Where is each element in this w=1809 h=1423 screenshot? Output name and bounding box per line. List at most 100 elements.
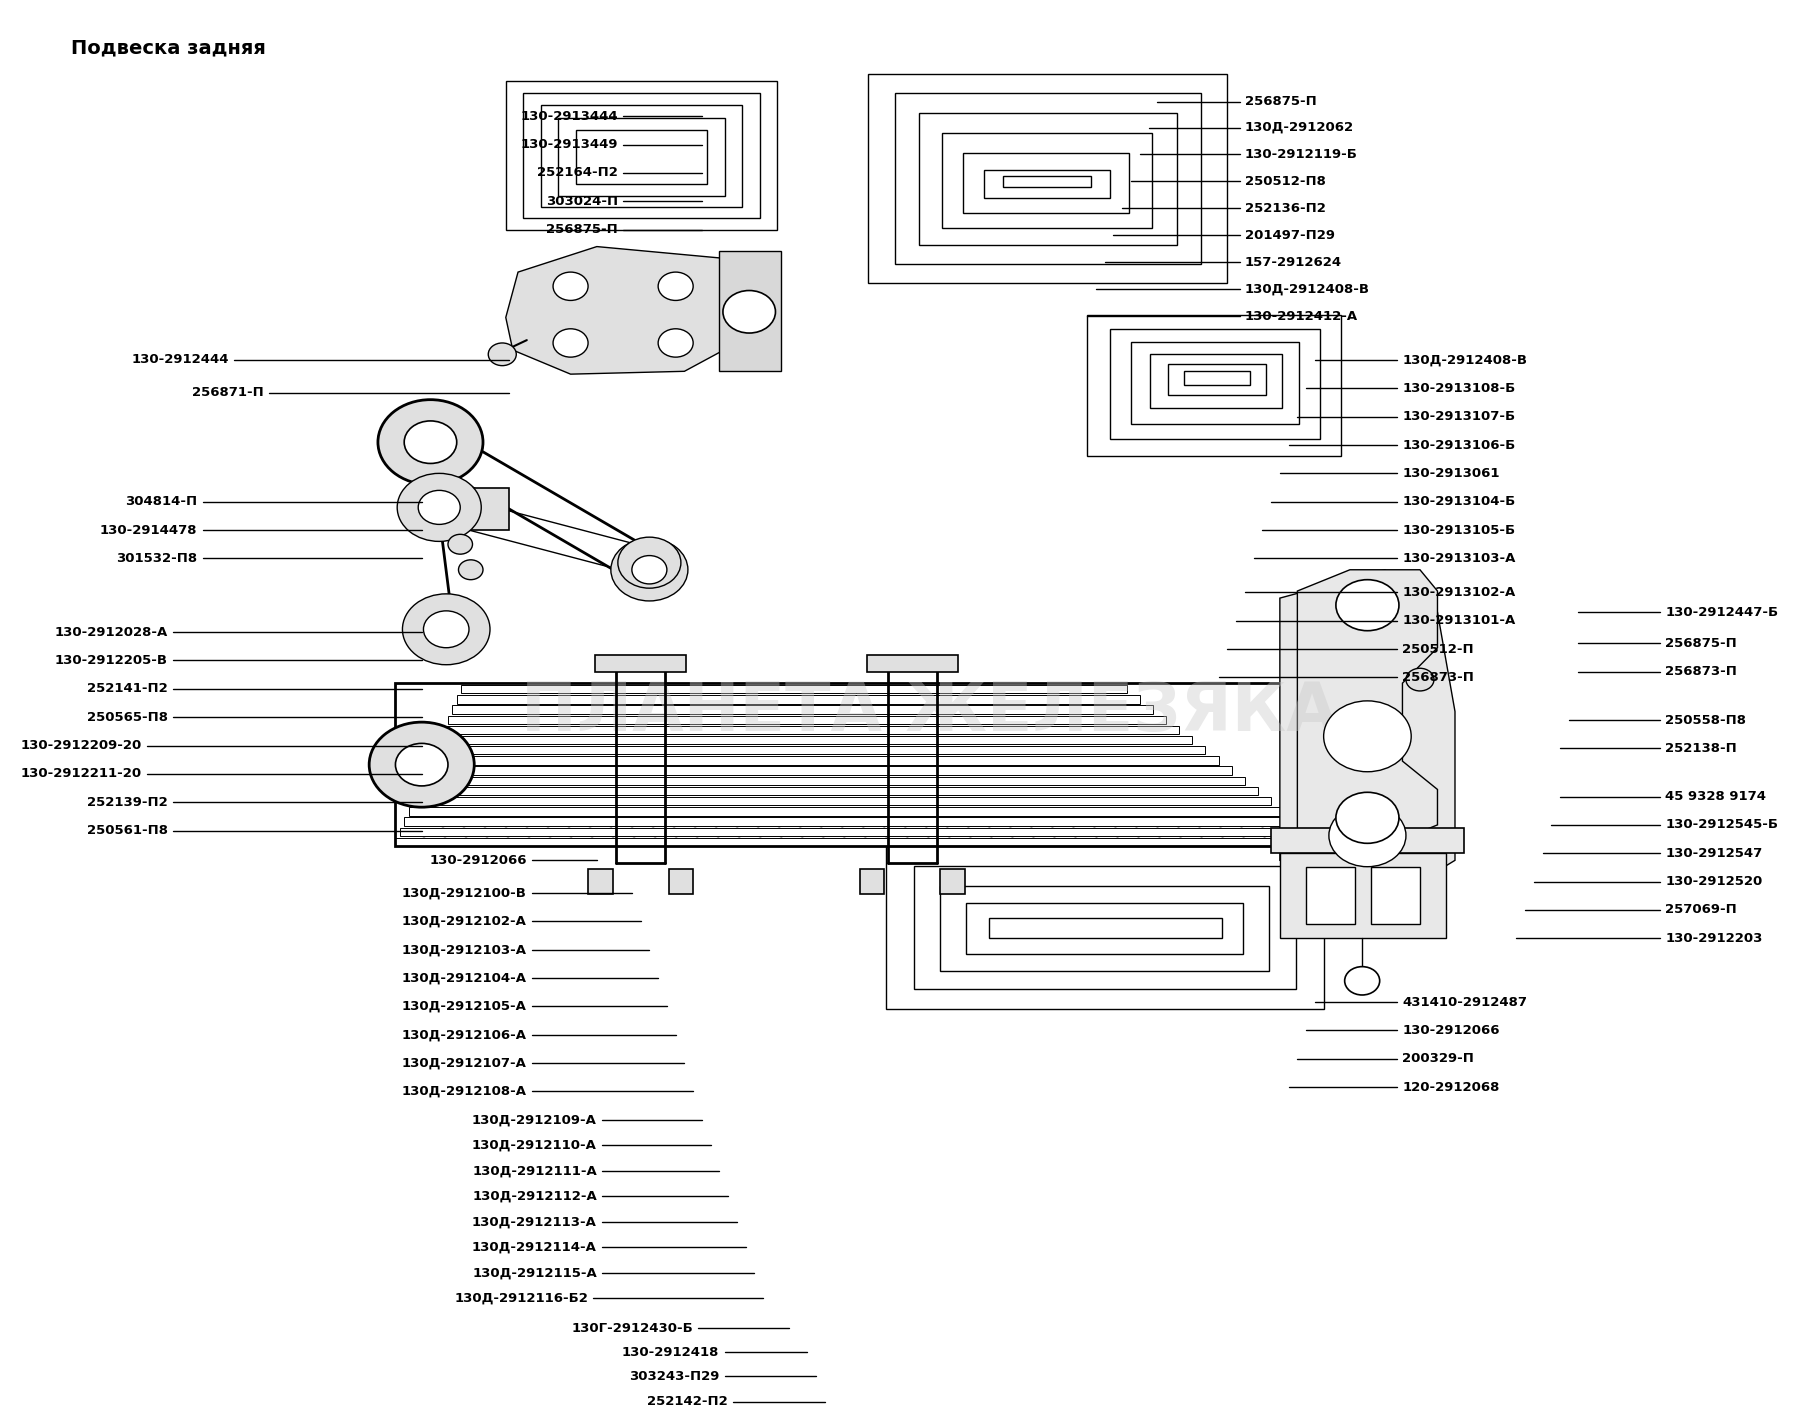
Circle shape (488, 343, 516, 366)
Bar (396, 683, 1324, 847)
Text: 130-2912547: 130-2912547 (1664, 847, 1762, 859)
Circle shape (658, 329, 693, 357)
Text: 130-2912447-Б: 130-2912447-Б (1664, 606, 1778, 619)
Text: 130Д-2912108-А: 130Д-2912108-А (402, 1084, 526, 1099)
Bar (1279, 854, 1445, 938)
Bar (418, 787, 1257, 795)
Polygon shape (507, 246, 745, 374)
Bar (886, 847, 1324, 1009)
Bar (507, 81, 778, 229)
Circle shape (398, 474, 481, 541)
Text: 130Д-2912113-А: 130Д-2912113-А (472, 1215, 597, 1228)
Bar (868, 74, 1227, 283)
Bar (1371, 868, 1420, 924)
Text: 130-2912119-Б: 130-2912119-Б (1245, 148, 1359, 161)
Circle shape (1335, 793, 1398, 844)
Bar (456, 696, 1140, 703)
Text: 252136-П2: 252136-П2 (1245, 202, 1326, 215)
Text: 130-2912412-А: 130-2912412-А (1245, 310, 1359, 323)
Text: 256871-П: 256871-П (192, 386, 264, 398)
Bar (1151, 354, 1281, 408)
Polygon shape (1279, 569, 1454, 902)
Circle shape (449, 534, 472, 554)
Text: 252141-П2: 252141-П2 (87, 682, 168, 696)
Bar (434, 746, 1205, 754)
Text: 301532-П8: 301532-П8 (116, 552, 197, 565)
Bar (559, 118, 725, 195)
Text: 130Д-2912408-В: 130Д-2912408-В (1245, 283, 1369, 296)
Bar (1306, 868, 1355, 924)
Circle shape (423, 610, 469, 647)
Text: 130-2912205-В: 130-2912205-В (54, 655, 168, 667)
Circle shape (1335, 579, 1398, 630)
Bar (461, 684, 1127, 693)
Text: 250512-П8: 250512-П8 (1245, 175, 1326, 188)
Text: 130Д-2912109-А: 130Д-2912109-А (472, 1113, 597, 1126)
Bar (412, 797, 1272, 805)
Text: 130Д-2912105-А: 130Д-2912105-А (402, 1000, 526, 1013)
Bar (452, 706, 1152, 714)
Text: 130-2913107-Б: 130-2913107-Б (1402, 410, 1516, 423)
Bar (990, 918, 1223, 938)
Text: 250565-П8: 250565-П8 (87, 710, 168, 724)
Text: 250561-П8: 250561-П8 (87, 824, 168, 837)
Bar (962, 154, 1129, 212)
Bar (914, 867, 1295, 989)
Text: 130-2914478: 130-2914478 (99, 524, 197, 536)
Text: 250558-П8: 250558-П8 (1664, 713, 1746, 727)
Text: 130-2912418: 130-2912418 (622, 1346, 720, 1359)
Bar (941, 869, 964, 894)
Circle shape (418, 491, 459, 525)
Bar (1169, 364, 1266, 396)
Circle shape (554, 329, 588, 357)
Text: 431410-2912487: 431410-2912487 (1402, 996, 1527, 1009)
Circle shape (396, 743, 449, 785)
Text: 130-2912209-20: 130-2912209-20 (20, 739, 141, 751)
Text: 130Д-2912103-А: 130Д-2912103-А (402, 943, 526, 956)
Text: 130-2913449: 130-2913449 (521, 138, 619, 151)
Text: 304814-П: 304814-П (125, 495, 197, 508)
Circle shape (1344, 966, 1380, 995)
Circle shape (403, 421, 456, 464)
Bar (942, 134, 1152, 228)
Bar (1131, 342, 1299, 424)
Text: 201497-П29: 201497-П29 (1245, 229, 1335, 242)
Text: 200329-П: 200329-П (1402, 1052, 1474, 1066)
Text: 130-2912444: 130-2912444 (132, 353, 230, 367)
Bar (669, 869, 693, 894)
Circle shape (1330, 804, 1406, 867)
Text: 130Д-2912114-А: 130Д-2912114-А (472, 1241, 597, 1254)
Text: 120-2912068: 120-2912068 (1402, 1080, 1500, 1094)
Bar (403, 817, 1297, 825)
Text: 130-2913061: 130-2913061 (1402, 467, 1500, 480)
Text: 256873-П: 256873-П (1664, 666, 1737, 679)
Text: 130-2913101-А: 130-2913101-А (1402, 615, 1516, 628)
Bar (575, 131, 707, 184)
Circle shape (369, 721, 474, 807)
Text: 252164-П2: 252164-П2 (537, 166, 619, 179)
Polygon shape (1297, 569, 1438, 840)
Text: 130-2912066: 130-2912066 (1402, 1025, 1500, 1037)
Circle shape (631, 555, 668, 583)
Bar (440, 736, 1192, 744)
Text: 130Д-2912102-А: 130Д-2912102-А (402, 915, 526, 928)
Bar (523, 94, 760, 218)
Text: 130-2913108-Б: 130-2913108-Б (1402, 381, 1516, 394)
Bar (984, 169, 1111, 198)
Text: 130Д-2912107-А: 130Д-2912107-А (402, 1056, 526, 1070)
Text: 130-2912028-А: 130-2912028-А (54, 626, 168, 639)
Bar (859, 869, 885, 894)
Text: 130-2913444: 130-2913444 (521, 110, 619, 122)
Circle shape (554, 272, 588, 300)
Bar (431, 756, 1219, 764)
Text: 130Д-2912110-А: 130Д-2912110-А (472, 1138, 597, 1151)
Bar (541, 105, 742, 206)
Text: 130-2912211-20: 130-2912211-20 (20, 767, 141, 780)
Circle shape (658, 272, 693, 300)
Circle shape (619, 536, 680, 588)
Bar (919, 114, 1176, 245)
Bar (720, 250, 781, 371)
Text: 130Д-2912111-А: 130Д-2912111-А (472, 1164, 597, 1177)
Text: 252139-П2: 252139-П2 (87, 795, 168, 808)
Bar (427, 767, 1232, 776)
